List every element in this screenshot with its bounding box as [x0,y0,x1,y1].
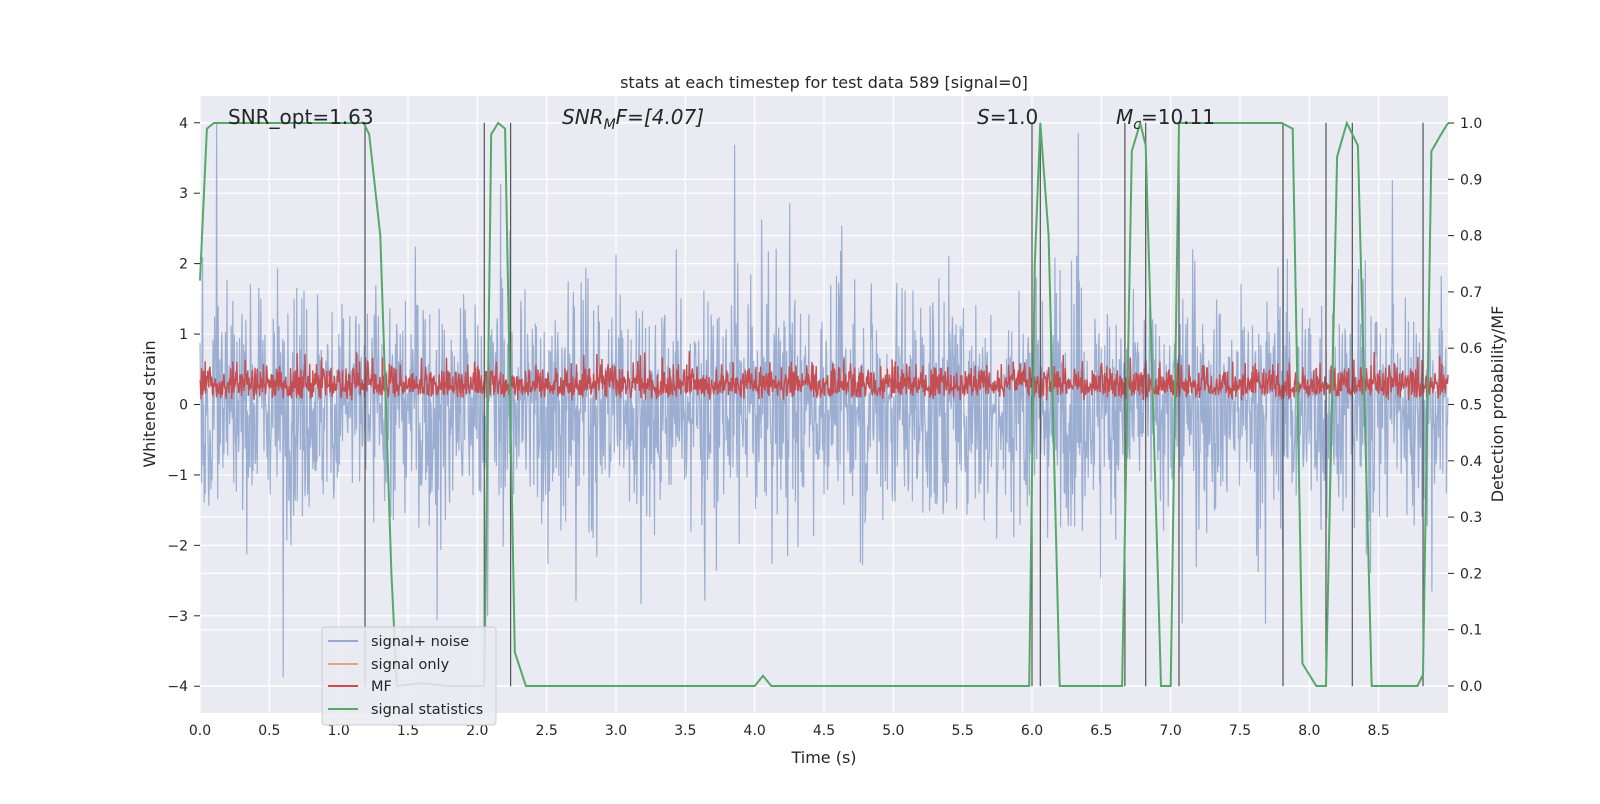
y-left-tick-label: −2 [167,538,188,554]
chart-title: stats at each timestep for test data 589… [620,73,1028,92]
signal-noise-series [199,122,1449,678]
legend-label-signal-noise: signal+ noise [371,634,469,650]
y-left-tick-label: 0 [179,398,188,414]
signal-noise-line [199,122,1449,678]
legend: signal+ noise signal only MF signal stat… [321,626,497,726]
x-tick-label: 0.0 [189,723,211,739]
y-right-tick-label: 0.3 [1460,510,1482,526]
vertical-markers [364,122,1424,687]
annotation-mc: Mc=10.11 [1116,105,1215,133]
y-left-tick-label: 3 [179,186,188,202]
y-right-tick-label: 0.6 [1460,341,1482,357]
x-tick-label: 5.0 [882,723,904,739]
y-left-tick-label: −3 [167,609,188,625]
y-left-tick-label: 2 [179,257,188,273]
legend-label-mf: MF [371,679,392,695]
y-right-tick-labels: 0.0 0.1 0.2 0.3 0.4 0.5 0.6 0.7 0.8 0.9 1.0 [1448,116,1482,695]
x-tick-label: 6.5 [1090,723,1112,739]
y-right-tick-label: 0.5 [1460,398,1482,414]
y-left-axis-label: Whitened strain [140,340,159,467]
y-right-tick-label: 0.4 [1460,454,1482,470]
x-tick-label: 2.0 [466,723,488,739]
x-tick-label: 7.0 [1160,723,1182,739]
y-right-tick-label: 1.0 [1460,116,1482,132]
x-tick-label: 3.0 [605,723,627,739]
x-tick-label: 5.5 [952,723,974,739]
y-left-tick-label: −4 [167,679,188,695]
y-left-tick-labels: −4 −3 −2 −1 0 1 2 3 4 [167,116,200,695]
legend-label-signal-statistics: signal statistics [371,702,483,718]
annotation-s: S=1.0 [977,105,1038,129]
x-tick-label: 1.5 [397,723,419,739]
annotation-snr-mf: SNRMF=[4.07] [562,105,704,133]
x-tick-label: 6.0 [1021,723,1043,739]
x-tick-label: 4.5 [813,723,835,739]
legend-box [321,626,497,726]
y-right-tick-label: 0.7 [1460,285,1482,301]
y-left-tick-label: −1 [167,468,188,484]
x-tick-label: 8.0 [1298,723,1320,739]
y-right-tick-label: 0.8 [1460,229,1482,245]
mf-line [199,351,1449,401]
x-tick-label: 3.5 [674,723,696,739]
y-right-axis-label: Detection probability/MF [1488,306,1507,503]
mf-series [199,351,1449,401]
y-right-tick-label: 0.9 [1460,172,1482,188]
y-right-tick-label: 0.0 [1460,679,1482,695]
y-right-tick-label: 0.1 [1460,623,1482,639]
y-left-tick-label: 4 [179,116,188,132]
legend-label-signal-only: signal only [371,657,450,673]
x-tick-label: 2.5 [536,723,558,739]
annotation-snr-opt: SNR_opt=1.63 [228,105,374,129]
x-tick-labels: 0.0 0.5 1.0 1.5 2.0 2.5 3.0 3.5 4.0 4.5 5.0 5.5 6.0 6… [189,723,1390,739]
x-tick-label: 7.5 [1229,723,1251,739]
x-axis-label: Time (s) [790,748,856,767]
x-tick-label: 4.0 [744,723,766,739]
x-tick-label: 1.0 [328,723,350,739]
x-tick-label: 0.5 [258,723,280,739]
y-left-tick-label: 1 [179,327,188,343]
y-right-tick-label: 0.2 [1460,566,1482,582]
x-tick-label: 8.5 [1368,723,1390,739]
